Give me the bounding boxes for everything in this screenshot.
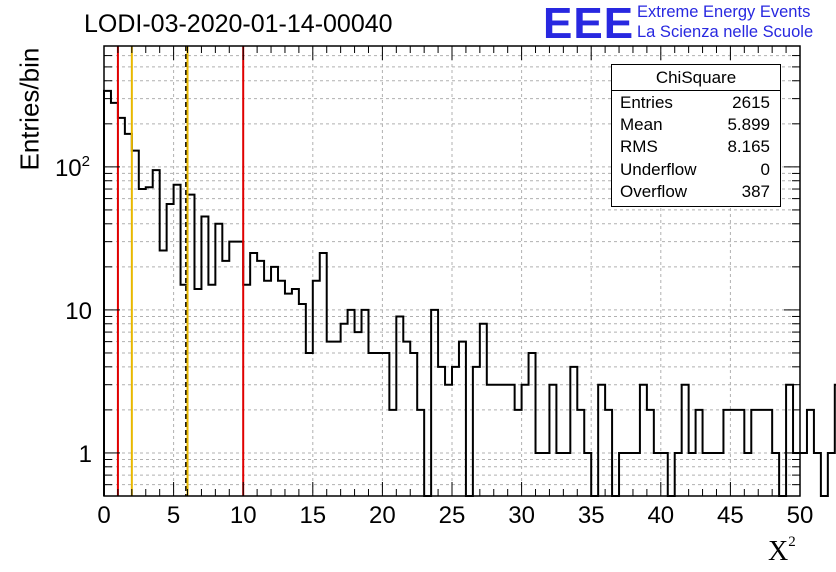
logo-text: Extreme Energy Events La Scienza nelle S… xyxy=(637,2,813,42)
stats-divider xyxy=(612,90,780,91)
x-tick-label: 25 xyxy=(439,502,466,529)
x-tick-label: 50 xyxy=(787,502,814,529)
x-tick-label: 40 xyxy=(647,502,674,529)
stats-row-mean: Mean 5.899 xyxy=(620,115,770,137)
stats-title: ChiSquare xyxy=(655,68,737,87)
stats-row-rms: RMS 8.165 xyxy=(620,137,770,159)
x-tick-label: 5 xyxy=(167,502,180,529)
stats-row-entries: Entries 2615 xyxy=(620,93,770,115)
stats-label: Mean xyxy=(620,115,663,134)
logo-line-2: La Scienza nelle Scuole xyxy=(637,23,814,41)
chart-title: LODI-03-2020-01-14-00040 xyxy=(84,10,393,38)
stats-value: 0 xyxy=(760,160,770,179)
stats-label: Entries xyxy=(620,93,673,112)
y-tick-label: 10 xyxy=(65,298,92,325)
logo-line-1: Extreme Energy Events xyxy=(637,3,811,21)
stats-value: 2615 xyxy=(732,93,770,112)
x-tick-label: 20 xyxy=(369,502,396,529)
eee-logo: EEE xyxy=(543,0,635,48)
x-tick-label: 10 xyxy=(230,502,257,529)
stats-label: Underflow xyxy=(620,160,697,179)
x-tick-label: 30 xyxy=(508,502,535,529)
y-axis-label: Entries/bin xyxy=(14,47,45,171)
stats-value: 5.899 xyxy=(727,115,770,134)
stats-box: ChiSquare Entries 2615 Mean 5.899 RMS 8.… xyxy=(611,64,781,207)
x-tick-label: 35 xyxy=(578,502,605,529)
x-tick-label: 0 xyxy=(97,502,110,529)
histogram-series xyxy=(103,89,836,497)
x-tick-label: 45 xyxy=(717,502,744,529)
stats-label: Overflow xyxy=(620,182,688,201)
x-axis-label: X2 xyxy=(768,533,796,567)
stats-value: 8.165 xyxy=(727,137,770,156)
stats-row-overflow: Overflow 387 xyxy=(620,182,770,204)
stats-value: 387 xyxy=(741,182,770,201)
y-tick-label: 1 xyxy=(79,441,92,468)
stats-row-underflow: Underflow 0 xyxy=(620,160,770,182)
stats-label: RMS xyxy=(620,137,658,156)
y-tick-label: 102 xyxy=(55,153,90,182)
x-tick-label: 15 xyxy=(299,502,326,529)
